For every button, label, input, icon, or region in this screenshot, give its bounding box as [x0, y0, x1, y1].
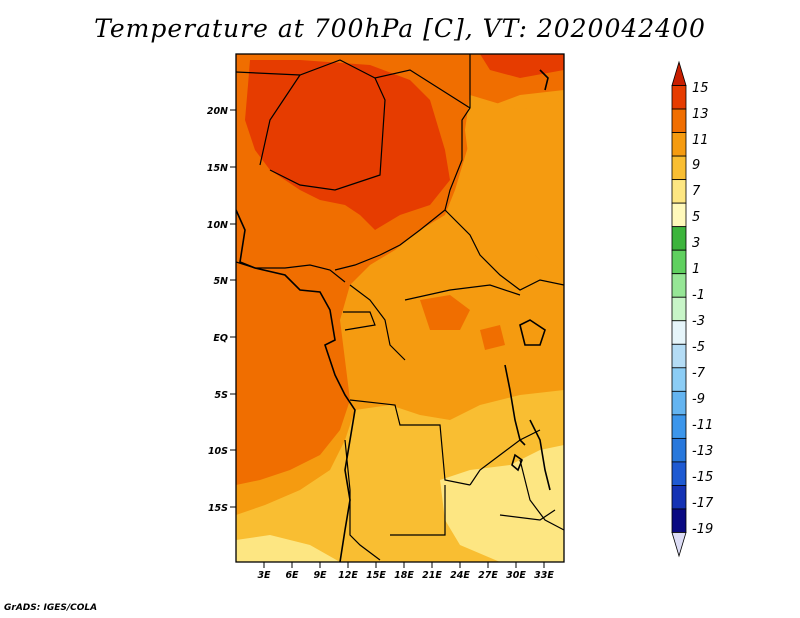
x-tick-label: 3E	[257, 570, 271, 581]
colorbar-label: 1	[692, 262, 700, 277]
x-tick-label: 33E	[534, 570, 554, 581]
colorbar-box	[671, 273, 687, 298]
x-tick-label: 18E	[394, 570, 414, 581]
colorbar-label: -11	[692, 418, 713, 433]
temperature-field	[236, 54, 564, 562]
x-tick-label: 9E	[313, 570, 327, 581]
colorbar-box	[671, 226, 687, 251]
y-tick-label: EQ	[213, 333, 228, 344]
colorbar-label: -17	[692, 496, 714, 511]
x-tick-label: 6E	[285, 570, 299, 581]
colorbar-box	[671, 132, 687, 157]
colorbar-box	[671, 108, 687, 133]
colorbar-box	[671, 461, 687, 486]
colorbar-box	[671, 296, 687, 322]
colorbar-label: 3	[692, 236, 700, 251]
y-axis: 20N 15N 10N 5N EQ 5S 10S 15S	[207, 106, 236, 514]
colorbar-label: 9	[692, 158, 700, 173]
colorbar-box	[671, 414, 687, 439]
colorbar-box	[671, 343, 687, 369]
map-title: Temperature at 700hPa [C], VT: 202004240…	[94, 14, 706, 43]
colorbar-label: -7	[692, 366, 706, 381]
colorbar-box	[671, 85, 687, 110]
colorbar-label: -3	[692, 314, 705, 329]
x-tick-label: 15E	[366, 570, 386, 581]
y-tick-label: 5S	[215, 390, 229, 401]
colorbar-top-triangle	[671, 60, 687, 86]
colorbar-box	[671, 155, 687, 181]
colorbar-labels: 15 13 11 9 7 5 3 1 -1 -3 -5 -7 -9 -11 -1…	[692, 81, 714, 537]
colorbar-label: -15	[692, 470, 713, 485]
colorbar-label: 11	[692, 133, 709, 148]
x-tick-label: 24E	[450, 570, 470, 581]
colorbar-box	[671, 249, 687, 275]
y-tick-label: 5N	[213, 276, 228, 287]
y-tick-label: 10S	[208, 446, 228, 457]
y-tick-label: 20N	[207, 106, 228, 117]
colorbar-label: -1	[692, 288, 705, 303]
colorbar-box	[671, 320, 687, 345]
colorbar-box	[671, 485, 687, 510]
colorbar-box	[671, 508, 687, 533]
colorbar-label: 7	[692, 184, 701, 199]
colorbar-label: 15	[692, 81, 709, 96]
y-tick-label: 15S	[208, 503, 228, 514]
y-tick-label: 10N	[207, 220, 228, 231]
x-axis: 3E 6E 9E 12E 15E 18E 21E 24E 27E 30E 33E	[257, 562, 554, 581]
grads-credit: GrADS: IGES/COLA	[4, 603, 98, 613]
colorbar-box	[671, 437, 687, 463]
x-tick-label: 21E	[422, 570, 442, 581]
y-tick-label: 15N	[207, 163, 228, 174]
country-borders	[236, 54, 564, 561]
colorbar-label: -13	[692, 444, 713, 459]
colorbar-label: 5	[692, 210, 700, 225]
x-tick-label: 12E	[338, 570, 358, 581]
colorbar-box	[671, 202, 687, 228]
colorbar-label: -5	[692, 340, 705, 355]
coastlines	[236, 69, 551, 562]
colorbar-box	[671, 367, 687, 392]
x-tick-label: 30E	[506, 570, 526, 581]
colorbar	[671, 60, 687, 558]
colorbar-label: 13	[692, 107, 709, 122]
x-tick-label: 27E	[478, 570, 498, 581]
colorbar-bottom-triangle	[671, 532, 687, 558]
colorbar-label: -9	[692, 392, 705, 407]
map-frame	[235, 53, 565, 563]
colorbar-box	[671, 179, 687, 204]
colorbar-label: -19	[692, 522, 713, 537]
colorbar-box	[671, 390, 687, 416]
